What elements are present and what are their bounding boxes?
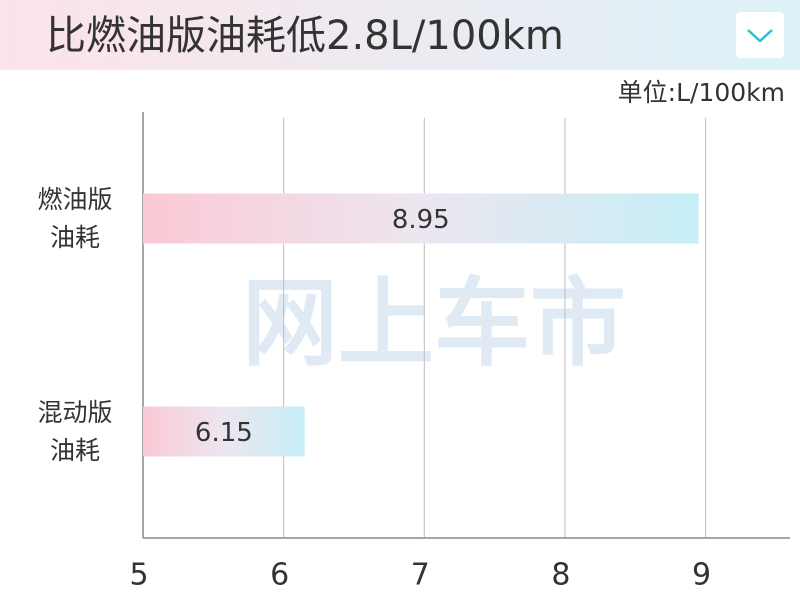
x-tick-label: 9 [692, 558, 711, 593]
dropdown-box[interactable] [736, 12, 784, 58]
bar [143, 406, 305, 457]
bar [143, 193, 699, 244]
watermark: 网上车市 [242, 267, 626, 379]
x-tick-label: 5 [129, 558, 148, 593]
chevron-icon[interactable] [747, 29, 773, 43]
value-label: 8.95 [392, 205, 450, 235]
unit-label: 单位:L/100km [618, 78, 785, 107]
x-tick-label: 8 [551, 558, 570, 593]
chart-title: 比燃油版油耗低2.8L/100km [46, 13, 564, 59]
dropdown-button[interactable] [736, 12, 784, 58]
value-label: 6.15 [195, 418, 253, 448]
x-tick-label: 6 [270, 558, 289, 593]
category-label: 燃油版油耗 [37, 184, 113, 252]
category-label: 混动版油耗 [37, 397, 113, 465]
x-tick-label: 7 [411, 558, 430, 593]
header-background [0, 0, 800, 70]
